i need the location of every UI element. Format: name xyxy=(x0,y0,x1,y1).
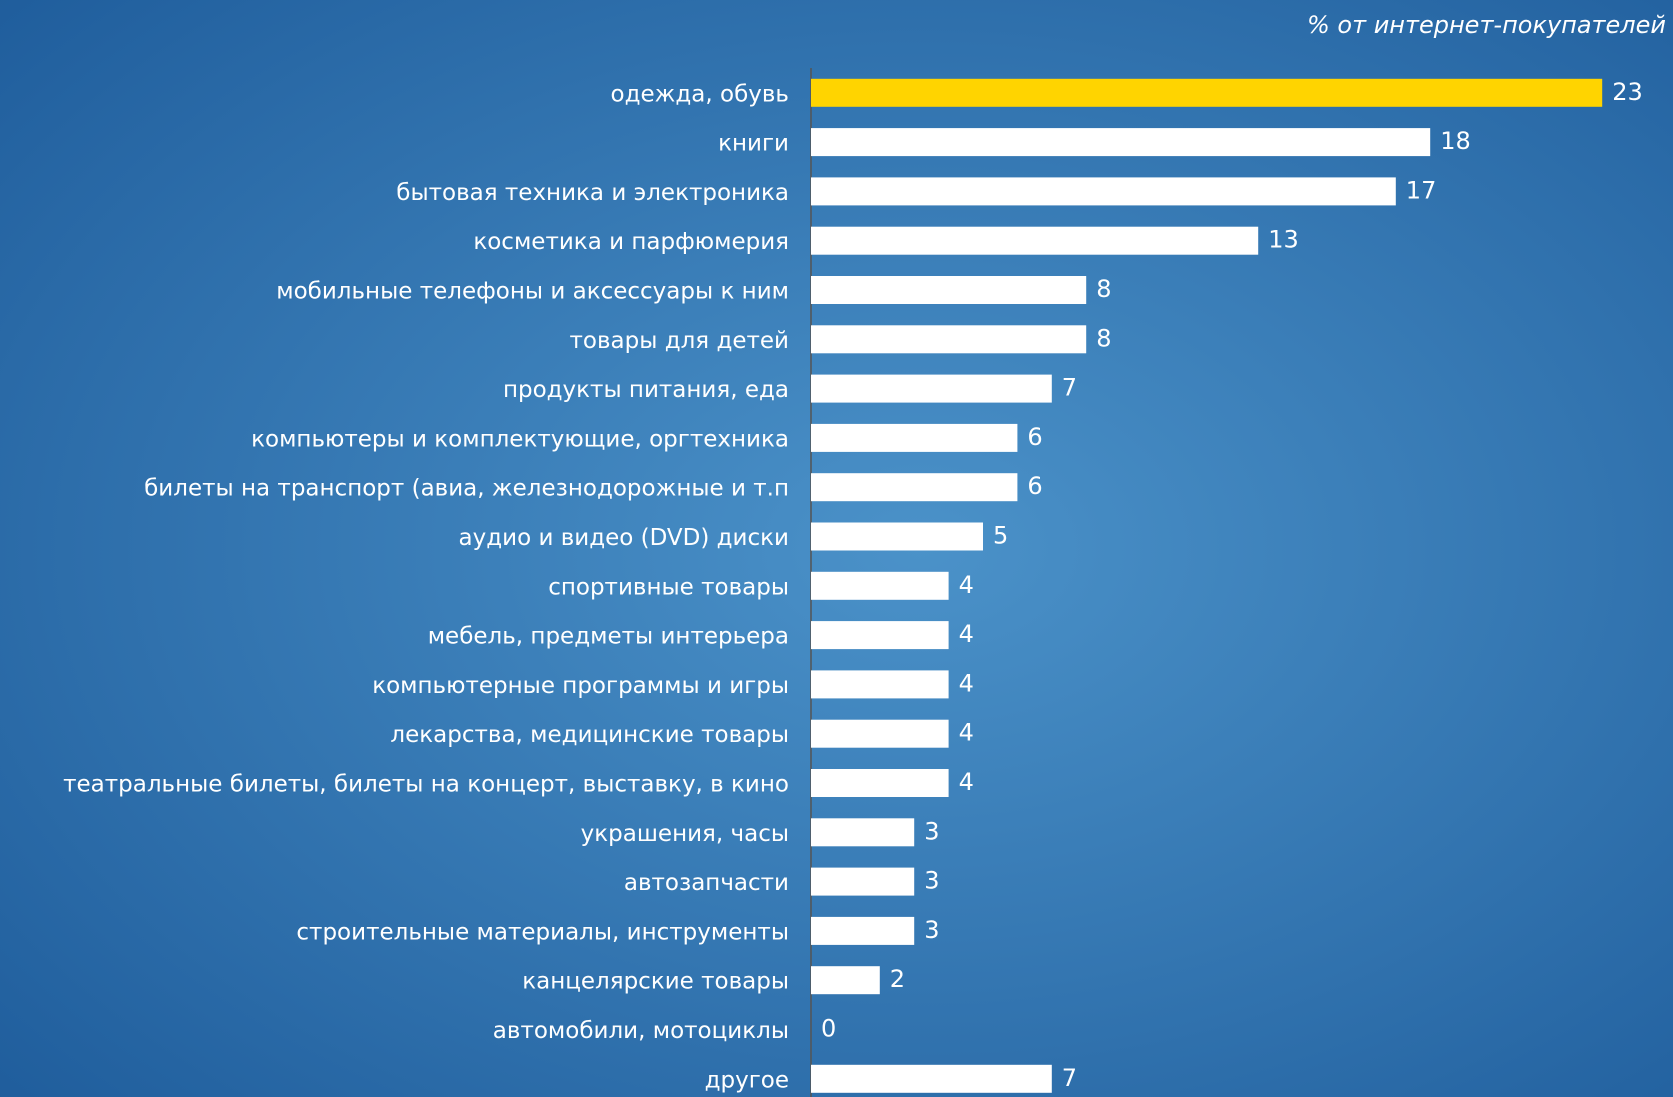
bar xyxy=(811,818,915,847)
bar xyxy=(811,325,1087,354)
bar xyxy=(811,276,1087,304)
category-label: другое xyxy=(705,1067,789,1093)
category-label: канцелярские товары xyxy=(522,969,789,995)
value-label: 17 xyxy=(1406,176,1437,204)
value-label: 3 xyxy=(924,916,939,944)
category-label: продукты питания, еда xyxy=(503,377,789,403)
value-label: 4 xyxy=(959,768,974,796)
category-label: книги xyxy=(718,131,789,157)
category-label: лекарства, медицинские товары xyxy=(390,722,789,748)
value-label: 7 xyxy=(1062,1064,1077,1092)
bar xyxy=(811,128,1431,157)
bar xyxy=(811,966,880,995)
bar xyxy=(811,670,949,699)
value-label: 13 xyxy=(1268,226,1299,254)
bar xyxy=(811,473,1018,502)
bar xyxy=(811,571,949,600)
value-label: 4 xyxy=(959,571,974,599)
bar xyxy=(811,867,915,896)
category-label: одежда, обувь xyxy=(611,81,789,107)
bar xyxy=(811,423,1018,452)
value-label: 4 xyxy=(959,669,974,697)
category-label: автомобили, мотоциклы xyxy=(493,1018,789,1044)
value-label: 0 xyxy=(821,1015,836,1043)
value-label: 23 xyxy=(1612,78,1643,106)
category-label: мебель, предметы интерьера xyxy=(428,624,789,650)
value-label: 8 xyxy=(1096,324,1111,352)
value-label: 5 xyxy=(993,522,1008,550)
bar xyxy=(811,522,983,551)
category-label: билеты на транспорт (авиа, железнодорожн… xyxy=(144,476,789,502)
value-label: 3 xyxy=(924,867,939,895)
category-label: мобильные телефоны и аксессуары к ним xyxy=(276,279,789,305)
value-label: 4 xyxy=(959,620,974,648)
bar xyxy=(811,719,949,748)
category-label: спортивные товары xyxy=(548,574,789,600)
category-label: компьютерные программы и игры xyxy=(372,673,789,699)
category-label: театральные билеты, билеты на концерт, в… xyxy=(63,772,789,798)
value-label: 4 xyxy=(959,719,974,747)
value-label: 6 xyxy=(1027,423,1042,451)
category-label: бытовая техника и электроника xyxy=(396,180,789,206)
category-label: украшения, часы xyxy=(581,821,789,847)
chart-title: % от интернет-покупателей xyxy=(1307,11,1666,39)
category-label: аудио и видео (DVD) диски xyxy=(459,525,789,551)
bar xyxy=(811,1064,1052,1093)
bar xyxy=(811,374,1052,403)
bar xyxy=(811,177,1396,206)
value-label: 7 xyxy=(1062,374,1077,402)
bar xyxy=(811,916,915,945)
value-label: 18 xyxy=(1440,127,1471,155)
bar xyxy=(811,769,949,797)
value-label: 3 xyxy=(924,817,939,845)
category-label: автозапчасти xyxy=(624,870,789,896)
value-label: 2 xyxy=(890,965,905,993)
category-label: товары для детей xyxy=(570,328,790,354)
bar xyxy=(811,621,949,650)
value-label: 6 xyxy=(1027,472,1042,500)
category-label: строительные материалы, инструменты xyxy=(296,919,789,945)
category-label: компьютеры и комплектующие, оргтехника xyxy=(251,426,789,452)
bar xyxy=(811,78,1603,107)
value-label: 8 xyxy=(1096,275,1111,303)
category-label: косметика и парфюмерия xyxy=(473,229,789,255)
bar xyxy=(811,226,1259,255)
